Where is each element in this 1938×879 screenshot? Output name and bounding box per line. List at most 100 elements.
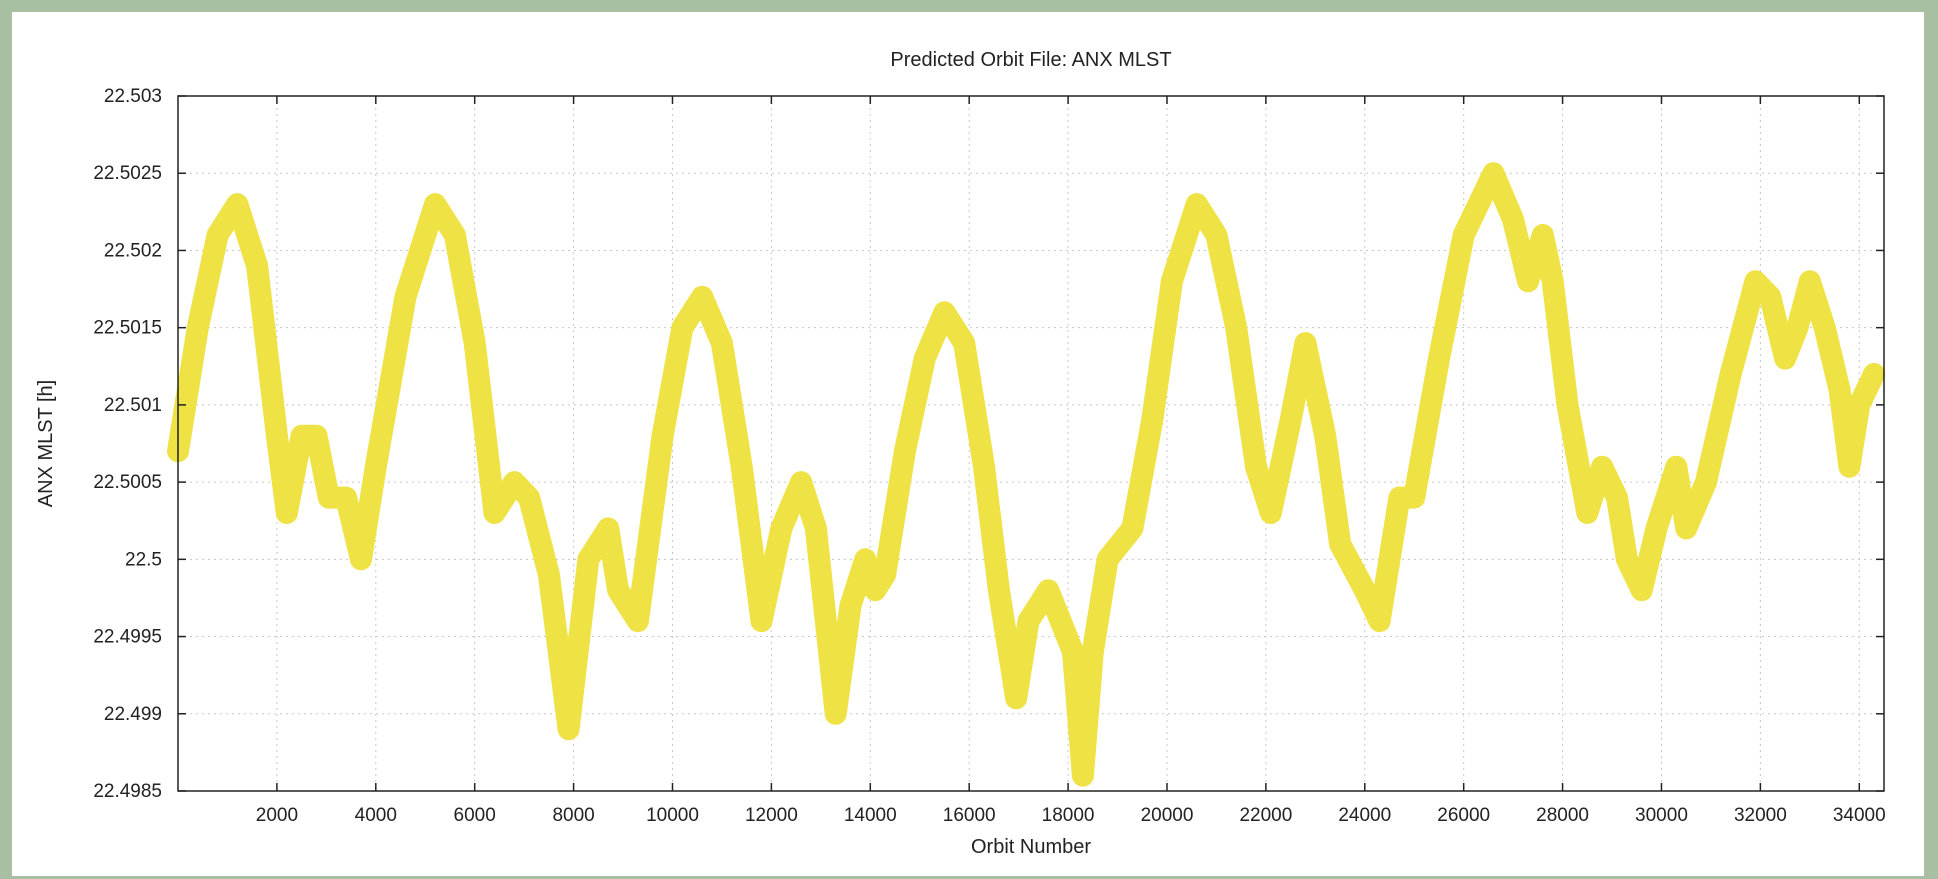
chart-title: Predicted Orbit File: ANX MLST: [890, 49, 1171, 71]
data-point: [1149, 417, 1156, 424]
data-point: [1079, 772, 1086, 779]
y-axis-label: ANX MLST [h]: [35, 380, 57, 507]
y-tick-label: 22.502: [104, 240, 162, 261]
x-tick-label: 8000: [552, 805, 594, 826]
data-point: [699, 293, 706, 300]
data-point: [1436, 355, 1442, 362]
chart: 2000 4000 6000 8000 10000 12000 14000 16000 1800…: [35, 49, 1886, 858]
data-point: [738, 463, 745, 470]
data-point: [1411, 494, 1418, 501]
data-point: [254, 262, 261, 269]
data-point: [1193, 201, 1200, 208]
data-point: [847, 602, 854, 609]
data-point: [1267, 510, 1274, 516]
data-point: [1322, 432, 1329, 439]
data-point: [1549, 278, 1556, 285]
data-point: [1302, 340, 1309, 347]
data-point: [511, 479, 518, 486]
data-point: [1104, 556, 1111, 563]
data-point: [1539, 232, 1546, 238]
data-point: [758, 618, 765, 625]
data-point: [491, 510, 498, 516]
data-point: [1821, 324, 1828, 331]
data-point: [585, 556, 592, 563]
data-point: [1752, 278, 1759, 285]
x-tick-label: 4000: [355, 805, 397, 826]
data-point: [1070, 649, 1076, 655]
data-point: [872, 587, 879, 594]
y-tick-label: 22.501: [104, 395, 162, 416]
data-point: [798, 479, 805, 486]
data-point: [283, 510, 290, 516]
data-point: [921, 355, 928, 362]
data-point: [1490, 170, 1497, 177]
data-point: [1683, 525, 1690, 532]
data-point: [1213, 232, 1220, 238]
x-tick-label: 16000: [943, 805, 996, 826]
data-point: [1703, 479, 1709, 486]
x-tick-label: 2000: [256, 805, 298, 826]
data-point: [402, 293, 409, 300]
data-point: [1727, 371, 1734, 377]
y-tick-label: 22.5015: [93, 318, 162, 339]
x-tick-label: 24000: [1338, 805, 1391, 826]
data-point: [718, 340, 725, 347]
x-tick-label: 20000: [1141, 805, 1194, 826]
x-tick-label: 22000: [1239, 805, 1292, 826]
data-point: [1337, 540, 1344, 547]
data-point: [372, 463, 379, 470]
data-point: [1782, 355, 1789, 362]
y-tick-label: 22.5025: [93, 163, 162, 184]
data-point: [273, 432, 280, 439]
plot-frame: [177, 95, 1885, 792]
data-point: [1089, 649, 1096, 655]
data-point: [679, 324, 686, 331]
data-point: [1584, 510, 1591, 516]
chart-panel: 2000 4000 6000 8000 10000 12000 14000 16000 1800…: [12, 12, 1924, 876]
data-point: [1856, 401, 1863, 408]
series-line: [167, 162, 1886, 787]
data-point: [1836, 386, 1843, 393]
x-tick-label: 26000: [1437, 805, 1490, 826]
y-tick-label: 22.4995: [93, 627, 162, 648]
y-axis: 22.4985 22.499 22.4995 22.5 22.5005 22.501 22.…: [93, 86, 1884, 802]
data-point: [214, 232, 221, 238]
data-point: [343, 494, 350, 501]
data-point: [832, 710, 839, 717]
x-tick-label: 18000: [1042, 805, 1095, 826]
data-point: [1614, 494, 1620, 501]
x-axis-label: Orbit Number: [971, 836, 1091, 858]
data-point: [471, 340, 478, 347]
data-point: [1129, 525, 1136, 532]
data-point: [545, 571, 552, 578]
data-point: [1057, 618, 1064, 625]
data-point: [1525, 278, 1531, 285]
data-point: [451, 232, 458, 238]
y-tick-label: 22.5: [125, 549, 162, 570]
data-point: [981, 463, 987, 470]
data-point: [1287, 417, 1294, 424]
x-tick-label: 14000: [844, 805, 897, 826]
data-point: [565, 726, 572, 733]
x-tick-label: 32000: [1734, 805, 1787, 826]
y-tick-label: 22.499: [104, 704, 162, 725]
x-tick-label: 12000: [745, 805, 798, 826]
data-point: [194, 324, 201, 331]
data-point: [1013, 695, 1020, 702]
data-point: [1025, 618, 1032, 625]
data-point: [961, 340, 968, 347]
data-point: [1510, 216, 1517, 223]
x-tick-label: 28000: [1536, 805, 1589, 826]
data-point: [1460, 232, 1467, 238]
x-tick-label: 6000: [454, 805, 496, 826]
x-tick-label: 30000: [1635, 805, 1688, 826]
data-point: [298, 432, 305, 439]
data-point: [1253, 463, 1259, 470]
data-point: [1623, 556, 1630, 563]
series-layer: [167, 162, 1886, 787]
data-point: [634, 618, 641, 625]
data-point: [313, 432, 320, 439]
data-point: [1599, 463, 1606, 470]
data-point: [882, 571, 889, 578]
data-point: [1045, 587, 1052, 594]
